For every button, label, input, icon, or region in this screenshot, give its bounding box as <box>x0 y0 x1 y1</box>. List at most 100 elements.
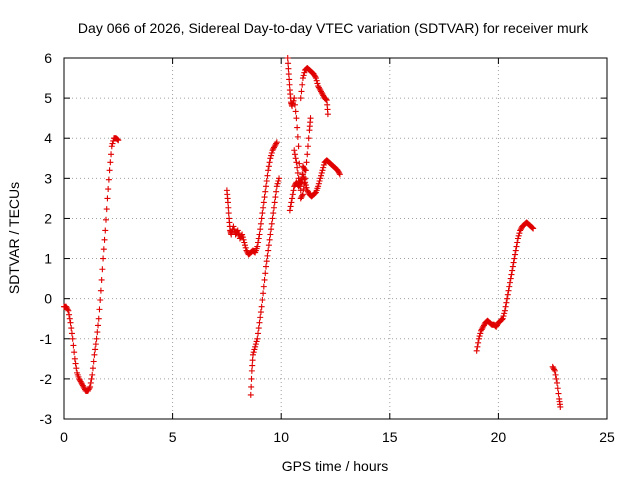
data-point <box>304 187 311 194</box>
data-point <box>289 191 296 198</box>
data-point <box>259 210 266 217</box>
data-point <box>320 92 327 99</box>
data-point <box>284 55 291 61</box>
data-point <box>300 72 307 79</box>
data-point <box>513 243 520 250</box>
data-point <box>264 252 271 259</box>
data-point <box>68 330 75 337</box>
data-point <box>258 303 265 310</box>
data-point <box>511 255 518 262</box>
data-point <box>503 299 510 306</box>
x-tick-label: 10 <box>273 429 289 445</box>
data-point <box>319 91 326 98</box>
data-point <box>84 387 91 394</box>
data-point <box>268 152 275 159</box>
y-tick-label: 6 <box>44 50 52 66</box>
data-point <box>294 169 301 176</box>
data-point <box>263 258 270 265</box>
data-point <box>269 147 276 154</box>
data-point <box>262 183 269 190</box>
x-tick-label: 0 <box>60 429 68 445</box>
data-point <box>79 382 86 389</box>
data-point <box>286 76 293 83</box>
data-point <box>265 167 272 174</box>
data-point <box>92 346 99 353</box>
data-point <box>510 259 517 266</box>
data-point <box>322 95 329 102</box>
data-point <box>320 164 327 171</box>
y-tick-label: -3 <box>40 411 53 427</box>
data-point <box>260 290 267 297</box>
data-point <box>270 145 277 152</box>
data-point <box>100 246 107 253</box>
data-point <box>302 167 309 174</box>
data-point <box>95 315 102 322</box>
data-point <box>313 77 320 84</box>
data-point <box>63 305 70 312</box>
data-point <box>239 231 246 238</box>
data-point <box>551 366 558 373</box>
data-point <box>266 236 273 243</box>
data-point <box>297 183 304 190</box>
data-point <box>316 178 323 185</box>
data-point <box>291 151 298 158</box>
data-point <box>225 210 232 217</box>
data-point <box>293 159 300 166</box>
data-point <box>265 163 272 170</box>
data-point <box>290 187 297 194</box>
data-point <box>302 182 309 189</box>
data-point <box>97 297 104 304</box>
data-point <box>256 319 263 326</box>
data-point <box>248 375 255 382</box>
data-point <box>95 322 102 329</box>
data-point <box>239 234 246 241</box>
data-point <box>311 190 318 197</box>
data-point <box>314 80 321 87</box>
data-point <box>303 184 310 191</box>
data-point <box>299 81 306 88</box>
data-point <box>78 379 85 386</box>
data-point <box>310 71 317 78</box>
data-point <box>493 323 500 330</box>
data-point <box>512 251 519 258</box>
data-point <box>232 231 239 238</box>
data-point <box>260 283 267 290</box>
data-point <box>550 365 557 372</box>
data-point <box>92 341 99 348</box>
data-point <box>240 236 247 243</box>
data-point <box>242 242 248 249</box>
data-point <box>260 204 267 211</box>
data-point <box>514 239 521 246</box>
data-point <box>300 186 307 193</box>
data-point <box>312 190 319 197</box>
data-point <box>285 60 292 67</box>
data-point <box>478 326 485 333</box>
data-point <box>71 355 78 362</box>
data-point <box>85 386 92 393</box>
data-point <box>501 307 508 314</box>
data-point <box>529 224 536 231</box>
data-point <box>298 179 305 186</box>
data-point <box>270 210 277 217</box>
data-point <box>336 169 343 176</box>
data-point <box>114 136 121 143</box>
data-point <box>252 343 259 350</box>
data-point <box>301 176 308 183</box>
data-point <box>225 204 232 211</box>
data-point <box>262 263 269 270</box>
data-point <box>504 295 511 302</box>
data-point <box>299 191 306 198</box>
data-point <box>105 186 112 193</box>
data-point <box>499 315 506 322</box>
data-point <box>108 143 115 150</box>
data-point <box>335 168 342 175</box>
data-point <box>107 159 114 166</box>
data-point <box>293 115 300 122</box>
data-point <box>77 378 84 385</box>
data-point <box>479 325 486 332</box>
data-point <box>299 163 306 170</box>
y-tick-label: -1 <box>40 331 53 347</box>
data-point <box>286 81 293 88</box>
data-point <box>295 143 302 150</box>
